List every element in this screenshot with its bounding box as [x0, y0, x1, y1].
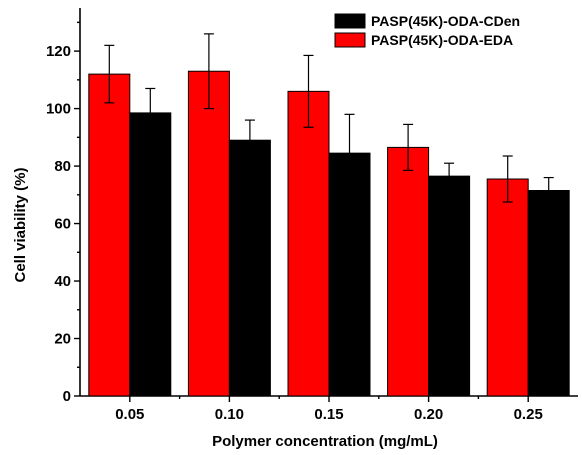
bar-eda [88, 73, 131, 397]
bar-eda [287, 90, 330, 397]
x-tick-label: 0.05 [115, 406, 144, 423]
y-axis-label: Cell viability (%) [12, 167, 29, 282]
legend-label: PASP(45K)-ODA-CDen [371, 13, 520, 29]
ticks: 0 20 40 60 80 100 120 0.05 0.10 0.15 0.20 0.25 [46, 21, 543, 423]
bar-eda [486, 178, 529, 397]
bar-cden [328, 152, 371, 397]
y-tick-label: 40 [54, 273, 71, 290]
bars [88, 70, 570, 397]
legend-label: PASP(45K)-ODA-EDA [371, 32, 513, 48]
bar-cden [428, 175, 471, 397]
x-tick-label: 0.25 [514, 406, 543, 423]
bar-cden [228, 139, 271, 397]
x-tick-label: 0.15 [314, 406, 343, 423]
bar-eda [387, 146, 430, 397]
y-tick-label: 20 [54, 331, 71, 348]
bar-cden [129, 112, 172, 397]
x-axis-label: Polymer concentration (mg/mL) [212, 433, 438, 450]
y-tick-label: 120 [46, 43, 71, 60]
error-bars [104, 33, 554, 205]
y-tick-label: 80 [54, 158, 71, 175]
bar-eda [187, 70, 230, 397]
legend-swatch [334, 32, 366, 48]
y-tick-label: 0 [63, 388, 71, 405]
y-tick-label: 100 [46, 101, 71, 118]
bar-cden [527, 190, 570, 397]
legend-swatch [334, 13, 366, 29]
legend: PASP(45K)-ODA-CDen PASP(45K)-ODA-EDA [334, 13, 520, 48]
x-tick-label: 0.20 [414, 406, 443, 423]
y-tick-label: 60 [54, 216, 71, 233]
x-tick-label: 0.10 [215, 406, 244, 423]
